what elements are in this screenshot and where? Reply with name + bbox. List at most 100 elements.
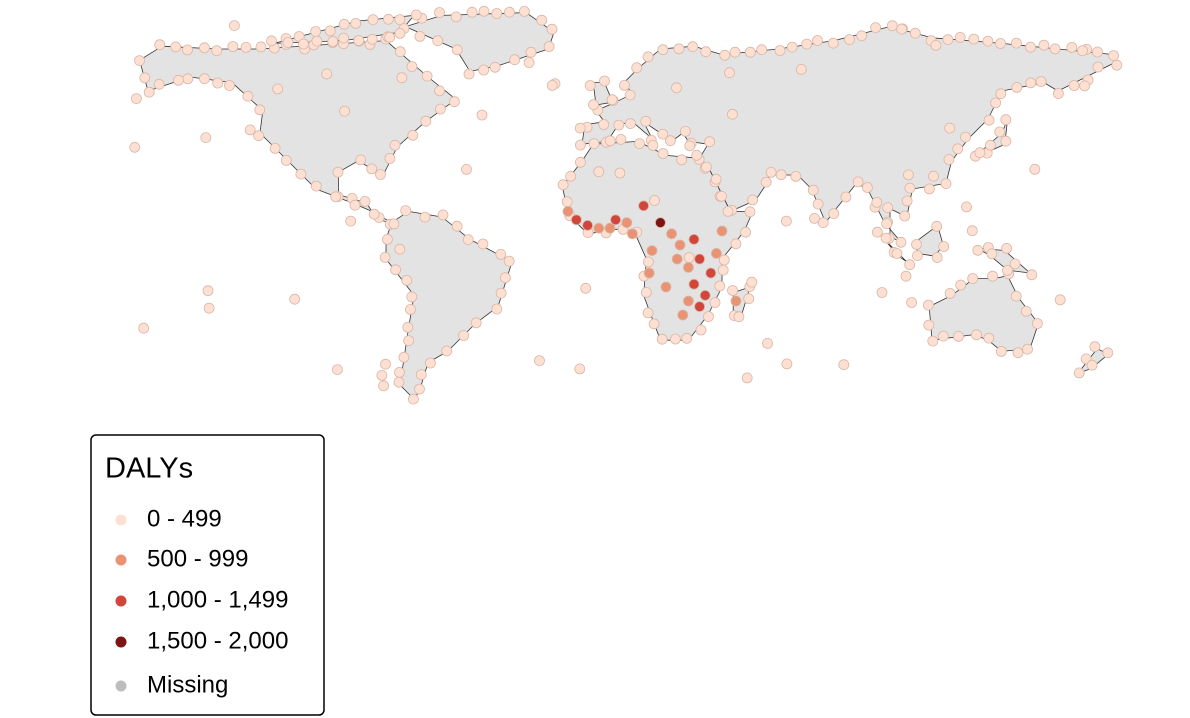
location-dot xyxy=(1002,264,1013,276)
location-dot xyxy=(699,289,711,301)
location-dot xyxy=(982,35,994,47)
location-dot xyxy=(967,273,979,284)
location-dot xyxy=(985,139,996,151)
location-dot xyxy=(955,279,967,291)
location-dot xyxy=(134,55,145,66)
location-dot xyxy=(701,161,712,173)
location-dot xyxy=(828,208,840,220)
location-dot xyxy=(862,182,873,193)
location-dot xyxy=(321,68,333,80)
dots xyxy=(129,5,1123,405)
location-dot xyxy=(781,215,792,227)
location-dot xyxy=(744,46,756,58)
location-dot xyxy=(705,267,717,279)
location-dot xyxy=(495,287,507,299)
location-dot xyxy=(1032,318,1043,329)
location-dot xyxy=(466,6,478,18)
location-dot xyxy=(394,243,406,255)
location-dot xyxy=(756,44,768,56)
location-dot xyxy=(451,220,463,232)
location-dot xyxy=(154,39,166,51)
location-dot xyxy=(966,225,978,237)
location-dot xyxy=(495,248,507,260)
location-dot xyxy=(338,32,350,44)
location-dot xyxy=(582,219,593,231)
location-dot xyxy=(882,202,894,214)
location-dot xyxy=(380,358,391,370)
location-dot xyxy=(983,114,995,126)
location-dot xyxy=(588,138,600,150)
location-dot xyxy=(660,281,672,293)
location-dot xyxy=(462,234,474,246)
location-dot xyxy=(665,135,676,147)
location-dot xyxy=(716,225,728,237)
location-dot xyxy=(765,166,777,178)
location-dot xyxy=(546,23,558,35)
location-dot xyxy=(557,179,569,191)
location-dot xyxy=(434,103,446,115)
location-dot xyxy=(838,359,850,371)
location-dot xyxy=(593,166,605,178)
location-dot xyxy=(253,130,265,142)
location-dot xyxy=(381,233,393,245)
location-dot xyxy=(880,232,892,244)
location-dot xyxy=(130,93,142,104)
location-dot xyxy=(624,89,636,101)
legend-box xyxy=(90,434,325,716)
location-dot xyxy=(266,35,277,47)
location-dot xyxy=(478,64,490,76)
location-dot xyxy=(394,46,406,58)
location-dot xyxy=(350,17,362,29)
location-dot xyxy=(129,141,141,153)
location-dot xyxy=(881,218,893,230)
location-dot xyxy=(536,14,548,26)
location-dot xyxy=(613,119,625,131)
location-dot xyxy=(1092,61,1104,73)
location-dot xyxy=(676,154,687,166)
location-dot xyxy=(240,42,252,53)
legend-items: 0 - 499 500 - 999 1,000 - 1,499 1,500 - 2,0… xyxy=(115,505,288,698)
location-dot xyxy=(746,276,758,288)
location-dot xyxy=(775,169,787,181)
location-dot xyxy=(598,119,610,130)
location-dot xyxy=(298,38,309,50)
location-dot xyxy=(394,28,406,39)
location-dot xyxy=(390,264,402,276)
location-dot xyxy=(912,250,923,262)
location-dot xyxy=(244,124,256,136)
location-dot xyxy=(743,293,755,305)
location-dot xyxy=(724,67,735,79)
location-dot xyxy=(795,64,807,75)
location-dot xyxy=(366,163,378,175)
location-dot xyxy=(375,169,386,180)
location-dot xyxy=(289,293,301,305)
location-dot xyxy=(852,176,864,188)
location-dot xyxy=(1020,305,1032,317)
location-dot xyxy=(405,303,416,315)
location-dot xyxy=(942,34,954,45)
location-dot xyxy=(740,226,751,238)
location-dot xyxy=(1086,359,1098,371)
location-dot xyxy=(311,35,323,47)
location-dot xyxy=(489,61,501,73)
location-dot xyxy=(927,335,939,347)
location-dot xyxy=(906,297,917,308)
location-dot xyxy=(972,244,984,256)
location-dot xyxy=(338,18,350,30)
location-dot xyxy=(182,73,194,85)
location-dot xyxy=(886,20,898,32)
location-dot xyxy=(461,163,472,175)
location-dot xyxy=(434,85,445,97)
location-dot xyxy=(491,8,503,19)
location-dot xyxy=(655,217,666,229)
location-dot xyxy=(638,200,649,212)
location-dot xyxy=(727,285,738,296)
location-dot xyxy=(463,68,475,80)
location-dot xyxy=(953,330,964,342)
location-dot xyxy=(891,248,903,259)
location-dot xyxy=(491,303,503,315)
location-dot xyxy=(971,329,982,341)
location-dot xyxy=(990,97,1001,109)
location-dot xyxy=(367,14,379,26)
location-dot xyxy=(414,31,426,42)
